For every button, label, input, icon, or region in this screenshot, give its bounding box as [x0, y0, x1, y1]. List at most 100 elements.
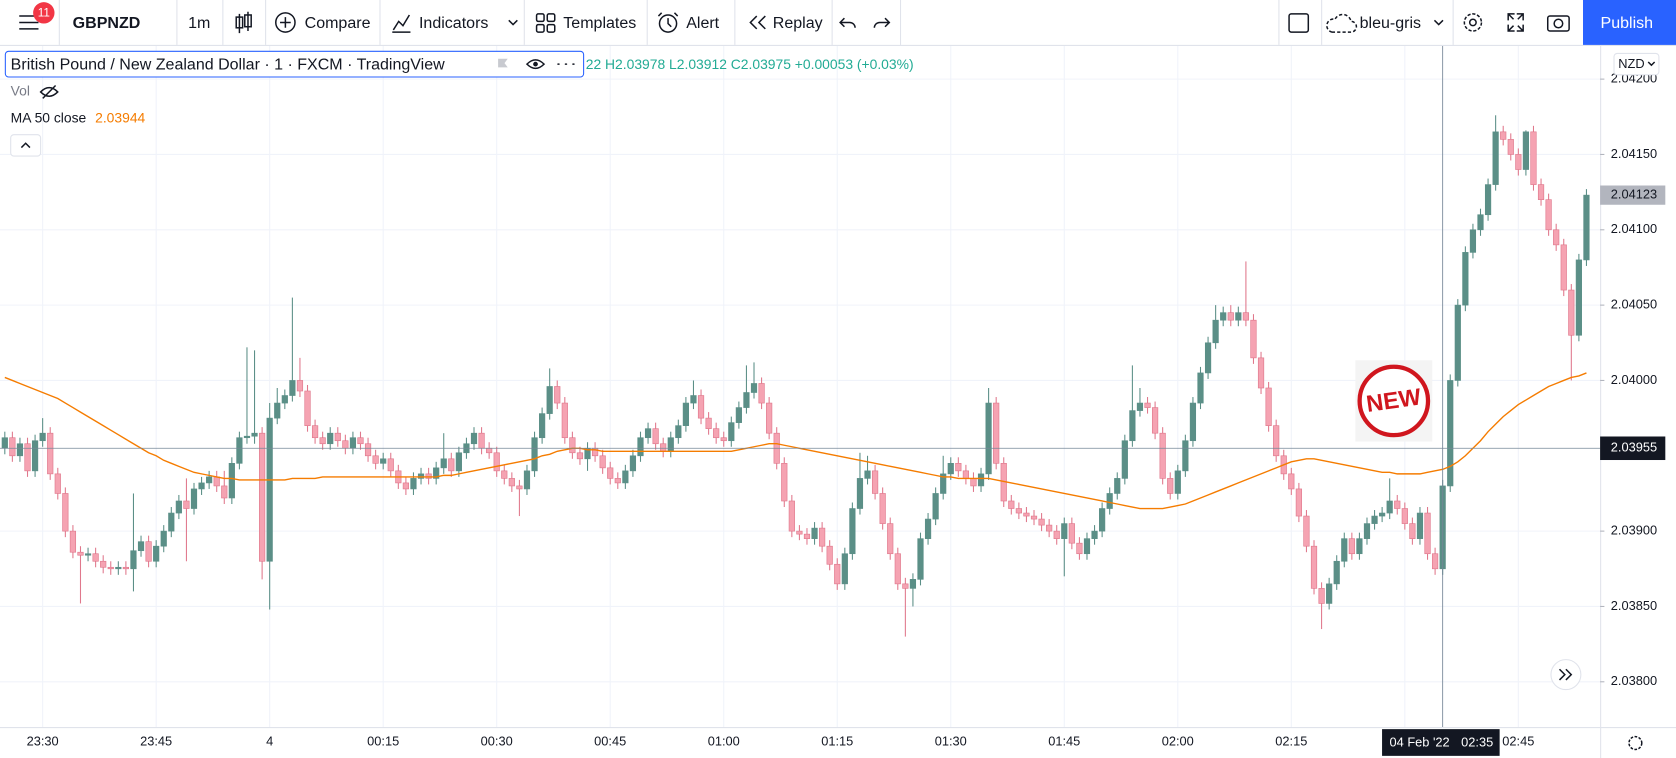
settings-button[interactable] — [1463, 13, 1483, 32]
crosshair-price-box — [1600, 436, 1666, 461]
scroll-button[interactable] — [1550, 659, 1582, 691]
candle-body — [1363, 523, 1371, 539]
currency-button[interactable] — [1613, 52, 1660, 76]
candle-body — [1106, 493, 1113, 509]
publish-bg — [1583, 0, 1676, 45]
undo-button[interactable] — [839, 17, 856, 28]
candle-body — [1189, 402, 1197, 442]
candle-body — [705, 417, 712, 429]
candle-body — [206, 476, 213, 484]
candle-body — [1560, 244, 1567, 291]
publish-button[interactable]: Publish — [1583, 0, 1676, 45]
candle-body — [796, 530, 803, 535]
x-tick-label: 02:45 — [1502, 733, 1534, 748]
collapse-button[interactable] — [10, 134, 42, 157]
candle-body — [644, 428, 652, 439]
candle-body — [84, 553, 92, 556]
candle-body — [682, 402, 689, 426]
chevron — [508, 19, 518, 26]
chart-type-button[interactable] — [235, 11, 252, 34]
candle-body — [470, 432, 478, 445]
compare-button[interactable]: Compare — [275, 12, 371, 33]
gear-icon — [1628, 735, 1643, 751]
candle-body — [455, 452, 462, 472]
candle-body — [1151, 407, 1159, 434]
menu-button[interactable]: 11 — [19, 2, 55, 30]
candle-body — [501, 470, 508, 479]
candle-body — [1227, 312, 1234, 321]
candle-body — [1447, 380, 1454, 487]
candle-body — [932, 493, 939, 520]
candle-body — [1356, 538, 1363, 555]
layout-button[interactable] — [1288, 13, 1310, 33]
alert-button[interactable]: Alert — [657, 12, 720, 33]
replay-button[interactable]: Replay — [749, 14, 823, 32]
candle-body — [1379, 512, 1386, 517]
candle-body — [1273, 425, 1280, 457]
candle-body — [871, 470, 879, 494]
axis-settings-button[interactable] — [1628, 735, 1643, 751]
candle-body — [433, 467, 440, 479]
legend-box[interactable] — [4, 50, 585, 78]
hidden-eye-icon[interactable] — [39, 84, 59, 99]
compare-icon-plus — [280, 17, 291, 28]
candle-body — [1371, 515, 1378, 524]
candle-body — [1159, 432, 1166, 479]
candle-body — [364, 443, 372, 457]
candle-body — [1099, 508, 1106, 532]
candle-body — [849, 508, 856, 555]
alert-icon — [658, 14, 678, 33]
candle-body — [622, 470, 629, 484]
candle-body — [372, 455, 379, 464]
interval-button[interactable]: 1m — [188, 14, 210, 32]
scroll-icon — [1558, 668, 1573, 681]
candle-body — [864, 470, 871, 479]
candle-body — [1318, 588, 1325, 604]
indicators-button[interactable]: Indicators — [392, 14, 518, 33]
templates-button[interactable]: Templates — [535, 13, 637, 33]
layout-name-button[interactable]: bleu-gris — [1326, 14, 1444, 33]
eye-pupil — [533, 61, 538, 67]
candle-body — [1583, 194, 1590, 261]
candle-body — [1053, 530, 1060, 539]
x-tick-label: 02:00 — [1162, 733, 1194, 748]
candle-body — [561, 402, 568, 439]
candle-body — [327, 432, 334, 445]
candle-body — [1265, 387, 1272, 426]
eye-icon[interactable] — [525, 59, 546, 70]
candle-body — [766, 402, 773, 434]
flag-icon[interactable] — [498, 58, 508, 68]
legend: British Pound / New Zealand Dollar · 1 ·… — [4, 50, 914, 157]
new-badge: NEW — [1355, 360, 1433, 442]
candle-body — [1553, 229, 1560, 246]
candle-body — [1129, 410, 1136, 442]
candle-body — [781, 463, 788, 502]
candle-body — [607, 467, 614, 479]
candle-body — [1144, 402, 1151, 408]
candle-body — [289, 380, 296, 396]
redo-button[interactable] — [873, 17, 891, 28]
candle-body — [940, 473, 947, 494]
ma-value: 2.03944 — [95, 109, 145, 125]
candle-body — [243, 435, 251, 439]
y-tick-label: 2.03800 — [1611, 673, 1657, 688]
candle-body — [425, 473, 432, 479]
candle-body — [856, 478, 864, 509]
x-tick-label: 01:00 — [708, 733, 740, 748]
x-tick-label: 23:30 — [27, 733, 59, 748]
crosshair-date-label: 04 Feb '22 — [1390, 734, 1450, 749]
candle-body — [993, 402, 1000, 464]
candle-body — [380, 458, 387, 464]
separators — [58, 0, 1454, 45]
snapshot-button[interactable] — [1546, 15, 1570, 32]
indicators-label: Indicators — [419, 14, 488, 32]
candle-body — [228, 463, 235, 499]
fullscreen-button[interactable] — [1507, 13, 1524, 32]
candle-body — [902, 583, 909, 589]
candle-body — [1220, 312, 1227, 321]
symbol-button[interactable]: GBPNZD — [73, 14, 141, 32]
currency-chevron — [1647, 61, 1656, 67]
candle-body — [1212, 319, 1219, 344]
candle-body — [1530, 131, 1537, 185]
candle-body — [1235, 312, 1242, 321]
